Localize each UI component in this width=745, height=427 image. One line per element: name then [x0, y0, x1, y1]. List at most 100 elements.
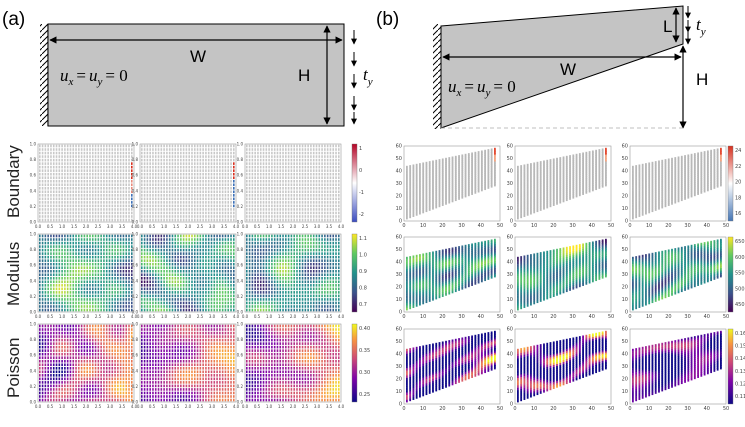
y-tick-label: 1.0	[30, 142, 37, 147]
heatmap-cell	[83, 266, 86, 270]
heatmap-cell	[52, 183, 55, 187]
heatmap-cell	[58, 363, 61, 367]
heatmap-cell	[193, 162, 196, 165]
heatmap-cell	[202, 241, 204, 245]
heatmap-cell	[50, 144, 52, 148]
heatmap-cell	[47, 363, 49, 367]
heatmap-cell	[191, 201, 193, 204]
heatmap-cell	[332, 211, 335, 215]
heatmap-cell	[296, 269, 298, 273]
heatmap-cell	[111, 176, 114, 180]
heatmap-cell	[117, 169, 119, 172]
heatmap-cell	[196, 172, 199, 176]
heatmap-cell	[315, 273, 318, 277]
heatmap-cell	[83, 144, 86, 148]
heatmap-cell	[318, 294, 321, 298]
heatmap-cell	[246, 151, 248, 155]
heatmap-cell	[69, 363, 72, 367]
heatmap-cell	[321, 301, 323, 305]
heatmap-cell	[188, 186, 190, 190]
heatmap-cell	[52, 287, 55, 291]
heatmap-cell	[296, 248, 298, 252]
heatmap-cell	[75, 391, 77, 395]
heatmap-cell	[111, 165, 114, 169]
heatmap-cell	[296, 208, 298, 211]
heatmap-cell	[246, 194, 248, 197]
heatmap-cell	[285, 144, 287, 148]
heatmap-cell	[301, 165, 304, 169]
heatmap-cell	[254, 262, 256, 266]
heatmap-cell	[254, 158, 256, 162]
heatmap-cell	[287, 276, 290, 280]
heatmap-cell	[47, 273, 49, 277]
heatmap-cell	[246, 308, 248, 312]
heatmap-cell	[52, 377, 55, 381]
heatmap-cell	[338, 201, 340, 204]
heatmap-cell	[146, 273, 149, 277]
heatmap-cell	[332, 208, 335, 211]
heatmap-cell	[117, 148, 119, 151]
heatmap-cell	[227, 186, 230, 190]
heatmap-cell	[177, 273, 179, 277]
heatmap-cell	[180, 276, 182, 280]
heatmap-cell	[298, 294, 301, 298]
heatmap-cell	[55, 190, 58, 194]
heatmap-cell	[168, 287, 171, 291]
heatmap-cell	[188, 255, 190, 259]
heatmap-cell	[282, 280, 284, 284]
heatmap-cell	[332, 162, 335, 165]
heatmap-cell	[307, 215, 309, 218]
heatmap-cell	[202, 151, 204, 155]
heatmap-cell	[103, 204, 105, 208]
heatmap-cell	[312, 201, 315, 204]
heatmap-cell	[199, 201, 202, 204]
heatmap-cell	[202, 301, 204, 305]
heatmap-cell	[78, 162, 80, 165]
heatmap-cell	[262, 144, 265, 148]
heatmap-cell	[213, 262, 216, 266]
heatmap-cell	[163, 169, 165, 172]
heatmap-cell	[125, 165, 128, 169]
heatmap-cell	[94, 259, 97, 262]
heatmap-cell	[105, 155, 108, 158]
heatmap-cell	[69, 248, 72, 252]
heatmap-cell	[219, 179, 221, 183]
heatmap-cell	[285, 208, 287, 211]
heatmap-cell	[227, 259, 230, 262]
heatmap-cell	[94, 215, 97, 218]
heatmap-cell	[61, 287, 63, 291]
heatmap-cell	[202, 234, 204, 238]
heatmap-cell	[177, 280, 179, 284]
heatmap-cell	[180, 179, 182, 183]
heatmap-cell	[177, 252, 179, 255]
heatmap-cell	[157, 252, 160, 255]
heatmap-cell	[290, 266, 293, 270]
heatmap-cell	[131, 245, 133, 248]
panel-b-height-label: H	[696, 70, 708, 89]
heatmap-cell	[257, 298, 259, 301]
heatmap-cell	[227, 201, 230, 204]
heatmap-cell	[39, 255, 41, 259]
heatmap-cell	[207, 273, 210, 277]
heatmap-cell	[210, 248, 213, 252]
heatmap-cell	[52, 201, 55, 204]
heatmap-cell	[273, 291, 276, 294]
heatmap-cell	[338, 208, 340, 211]
heatmap-cell	[171, 287, 174, 291]
heatmap-cell	[193, 248, 196, 252]
heatmap-cell	[271, 266, 273, 270]
heatmap-cell	[103, 241, 105, 245]
heatmap-cell	[66, 324, 69, 328]
heatmap-cell	[265, 197, 268, 201]
heatmap-cell	[318, 172, 321, 176]
heatmap-cell	[166, 197, 168, 201]
heatmap-cell	[47, 269, 49, 273]
heatmap-cell	[50, 245, 52, 248]
heatmap-cell	[39, 324, 41, 328]
heatmap-cell	[254, 294, 256, 298]
heatmap-cell	[171, 298, 174, 301]
heatmap-cell	[80, 276, 83, 280]
heatmap-cell	[257, 201, 259, 204]
heatmap-cell	[310, 194, 312, 197]
heatmap-cell	[154, 176, 157, 180]
